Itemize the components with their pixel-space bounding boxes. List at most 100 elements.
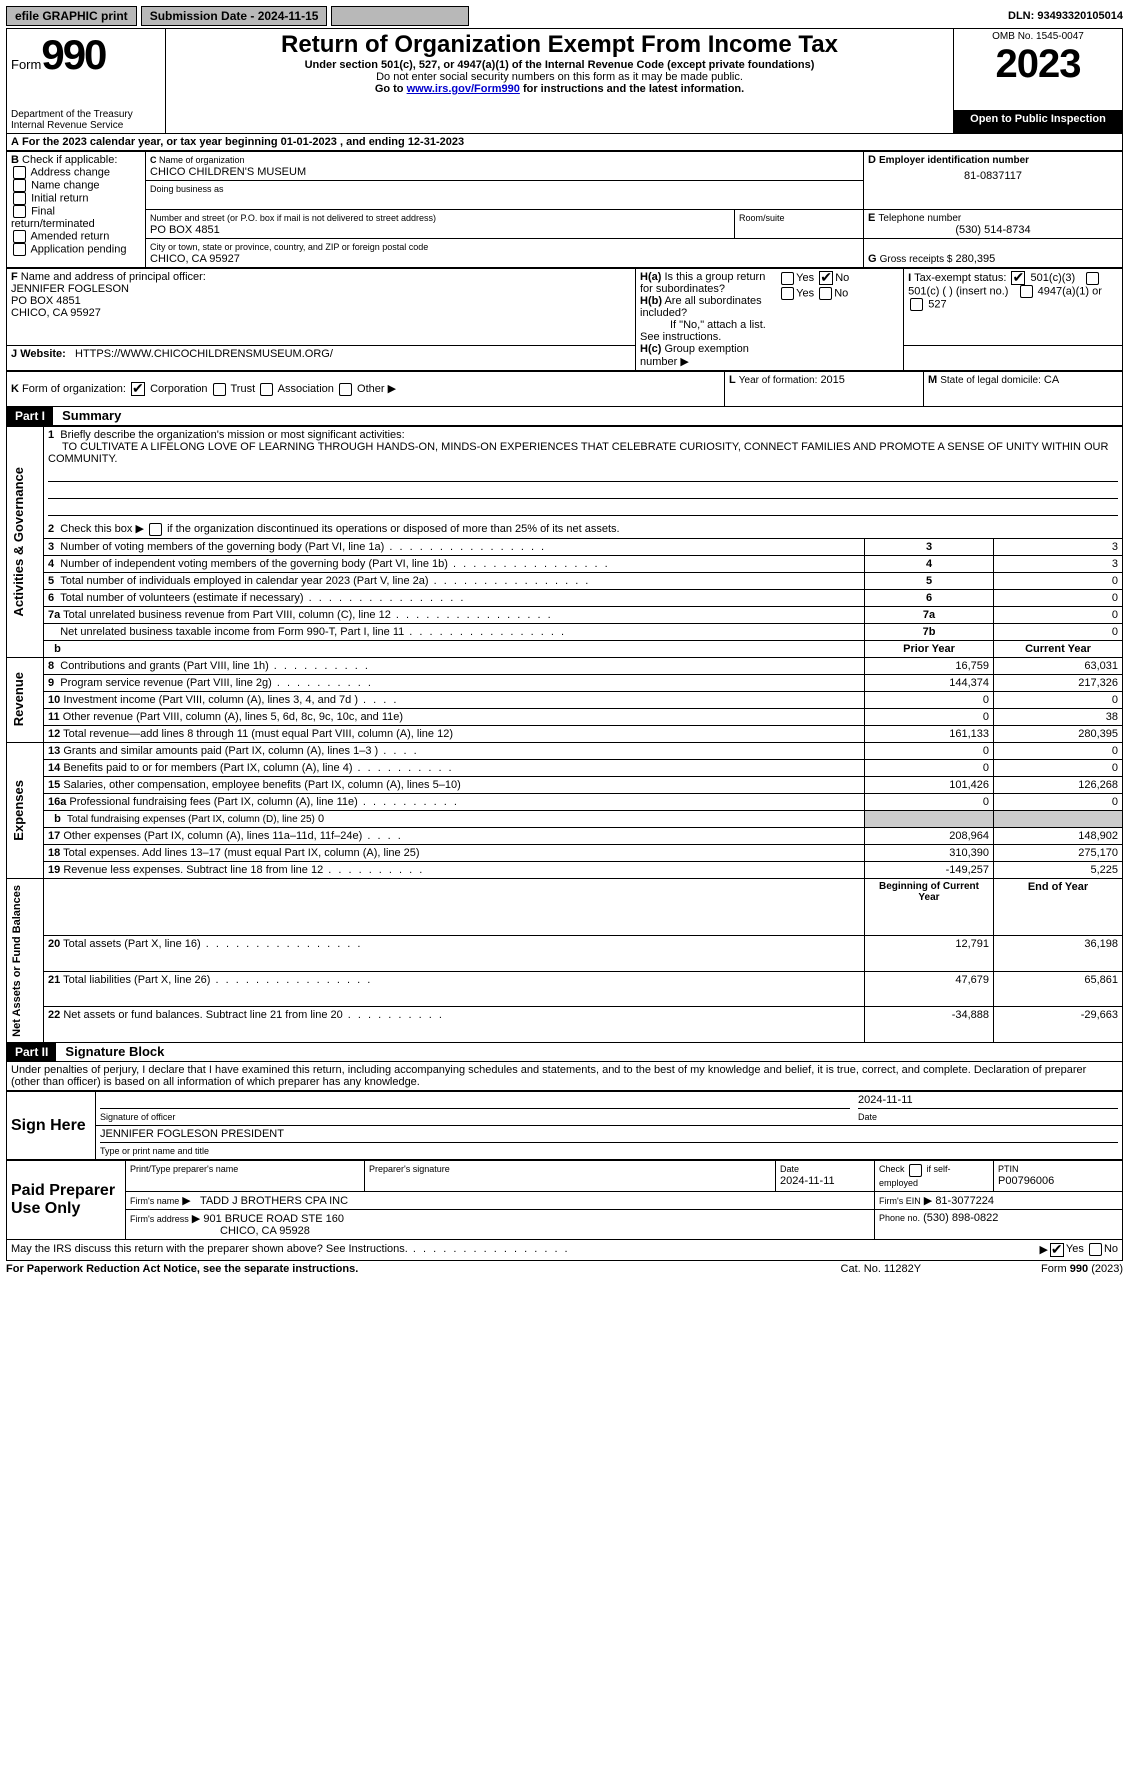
- row16b-prior-shade: [865, 810, 994, 827]
- officer-name: JENNIFER FOGLESON: [11, 283, 129, 295]
- irs-link[interactable]: www.irs.gov/Form990: [407, 83, 520, 95]
- 4947-checkbox[interactable]: [1020, 285, 1033, 298]
- firm-phone-label: Phone no.: [879, 1213, 920, 1223]
- a-mid: , and ending: [340, 136, 408, 148]
- corp-label: Corporation: [150, 383, 207, 395]
- firm-addr-label: Firm's address: [130, 1214, 189, 1224]
- l-label: Year of formation:: [739, 375, 818, 386]
- 501c-checkbox[interactable]: [1086, 272, 1099, 285]
- phone-value: (530) 514-8734: [868, 224, 1118, 236]
- row13-prior: 0: [865, 742, 994, 759]
- a-pre: For the 2023 calendar year, or tax year …: [22, 136, 281, 148]
- initial-return-checkbox[interactable]: [13, 192, 26, 205]
- submission-date-button[interactable]: Submission Date - 2024-11-15: [141, 6, 328, 26]
- b-label: Check if applicable:: [22, 154, 117, 166]
- q2-arrow-icon: ▶: [135, 523, 143, 535]
- k-label: Form of organization:: [22, 383, 126, 395]
- part2-bar: Part II: [7, 1043, 56, 1061]
- app-pending-checkbox[interactable]: [13, 243, 26, 256]
- row15-prior: 101,426: [865, 776, 994, 793]
- tax-year: 2023: [958, 42, 1118, 87]
- room-label: Room/suite: [739, 213, 785, 223]
- discuss-yes-checkbox[interactable]: [1050, 1243, 1064, 1257]
- c-name-label: Name of organization: [159, 155, 245, 165]
- row22-curr: -29,663: [994, 1007, 1123, 1043]
- trust-checkbox[interactable]: [213, 383, 226, 396]
- name-change-checkbox[interactable]: [13, 179, 26, 192]
- f-label: Name and address of principal officer:: [21, 271, 206, 283]
- row16b-num: b: [54, 813, 61, 825]
- firm-name-value: TADD J BROTHERS CPA INC: [200, 1195, 348, 1207]
- section-expenses: Expenses: [11, 776, 26, 845]
- street-value: PO BOX 4851: [150, 224, 220, 236]
- arrow-icon: ▶: [680, 356, 688, 368]
- row7a-num: 7a: [48, 609, 60, 621]
- row6-num: 6: [48, 592, 54, 604]
- row8-prior: 16,759: [865, 657, 994, 674]
- row6-code: 6: [865, 589, 994, 606]
- ein-value: 81-0837117: [868, 166, 1118, 186]
- final-return-checkbox[interactable]: [13, 205, 26, 218]
- row21-curr: 65,861: [994, 971, 1123, 1007]
- self-employed-checkbox[interactable]: [909, 1164, 922, 1177]
- other-checkbox[interactable]: [339, 383, 352, 396]
- firm-addr1: 901 BRUCE ROAD STE 160: [203, 1213, 344, 1225]
- firm-addr2: CHICO, CA 95928: [220, 1225, 310, 1237]
- row21-text: Total liabilities (Part X, line 26): [63, 974, 372, 986]
- discuss-text: May the IRS discuss this return with the…: [11, 1243, 570, 1257]
- row7b-code: 7b: [865, 623, 994, 640]
- discuss-no-checkbox[interactable]: [1089, 1243, 1102, 1256]
- discuss-yes-label: Yes: [1066, 1243, 1084, 1257]
- row8-curr: 63,031: [994, 657, 1123, 674]
- row19-text: Revenue less expenses. Subtract line 18 …: [63, 864, 424, 876]
- hb-yes-checkbox[interactable]: [781, 287, 794, 300]
- form-subtitle: Under section 501(c), 527, or 4947(a)(1)…: [170, 59, 949, 71]
- year-formation: 2015: [820, 374, 844, 386]
- row19-num: 19: [48, 864, 60, 876]
- row4-val: 3: [994, 555, 1123, 572]
- row15-curr: 126,268: [994, 776, 1123, 793]
- dept-treasury: Department of the Treasury: [11, 109, 161, 120]
- dln-label: DLN: 93493320105014: [1008, 10, 1123, 22]
- officer-printed: JENNIFER FOGLESON PRESIDENT: [100, 1128, 284, 1140]
- signature-table: Sign Here Signature of officer 2024-11-1…: [6, 1091, 1123, 1160]
- row-b-label: b: [54, 643, 61, 655]
- q2-checkbox[interactable]: [149, 523, 162, 536]
- form-header-table: Form990 Department of the Treasury Inter…: [6, 28, 1123, 134]
- ha-no-label: No: [835, 272, 849, 284]
- amended-return-label: Amended return: [30, 230, 109, 242]
- section-activities-gov: Activities & Governance: [11, 463, 26, 621]
- row15-num: 15: [48, 779, 60, 791]
- ha-yes-checkbox[interactable]: [781, 272, 794, 285]
- blank-button[interactable]: [331, 6, 469, 26]
- 501c3-checkbox[interactable]: [1011, 271, 1025, 285]
- row22-prior: -34,888: [865, 1007, 994, 1043]
- row3-val: 3: [994, 538, 1123, 555]
- officer-city: CHICO, CA 95927: [11, 307, 101, 319]
- ha-no-checkbox[interactable]: [819, 271, 833, 285]
- hb-no-checkbox[interactable]: [819, 287, 832, 300]
- pra-notice: For Paperwork Reduction Act Notice, see …: [6, 1263, 358, 1275]
- check-label: Check: [879, 1164, 905, 1174]
- a-end: 12-31-2023: [408, 136, 464, 148]
- 527-checkbox[interactable]: [910, 298, 923, 311]
- 4947-label: 4947(a)(1) or: [1038, 285, 1102, 297]
- row7b-val: 0: [994, 623, 1123, 640]
- hdr-current-year: Current Year: [994, 640, 1123, 657]
- sign-here-label: Sign Here: [7, 1092, 96, 1160]
- sig-date-val: 2024-11-11: [858, 1094, 913, 1106]
- amended-return-checkbox[interactable]: [13, 230, 26, 243]
- row4-text: Number of independent voting members of …: [60, 558, 609, 570]
- row16a-text: Professional fundraising fees (Part IX, …: [69, 796, 459, 808]
- row19-curr: 5,225: [994, 861, 1123, 878]
- prep-name-label: Print/Type preparer's name: [130, 1164, 238, 1174]
- assoc-checkbox[interactable]: [260, 383, 273, 396]
- row3-code: 3: [865, 538, 994, 555]
- corp-checkbox[interactable]: [131, 382, 145, 396]
- row5-text: Total number of individuals employed in …: [60, 575, 590, 587]
- row18-prior: 310,390: [865, 844, 994, 861]
- row12-prior: 161,133: [865, 725, 994, 742]
- efile-button[interactable]: efile GRAPHIC print: [6, 6, 137, 26]
- firm-ein-label: Firm's EIN: [879, 1196, 921, 1206]
- addr-change-checkbox[interactable]: [13, 166, 26, 179]
